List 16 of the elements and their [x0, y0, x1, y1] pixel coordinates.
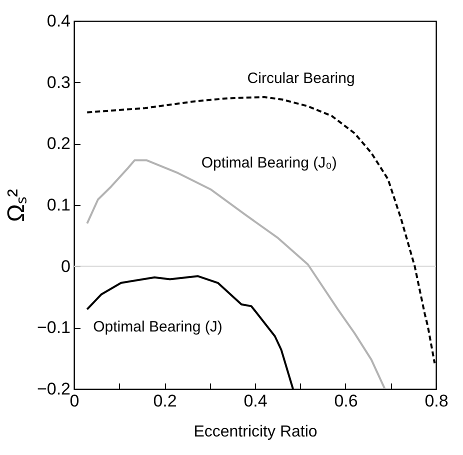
y-tick-label: 0: [61, 256, 70, 276]
y-tick-label: 0.4: [46, 12, 70, 30]
y-axis-title: Ωₛ²: [2, 189, 30, 222]
x-tick-label: 0.2: [153, 392, 177, 410]
series-label: Optimal Bearing (J): [93, 318, 222, 336]
y-tick-label: −0.2: [36, 380, 70, 398]
y-tick-label: 0.2: [46, 134, 70, 154]
y-tick-label: 0.1: [46, 196, 70, 214]
series-label: Circular Bearing: [247, 70, 355, 88]
series-label: Optimal Bearing (J₀): [201, 154, 337, 172]
x-tick-label: 0.6: [334, 392, 358, 410]
x-tick-label: 0.8: [424, 392, 448, 410]
x-tick-label: 0.4: [244, 392, 268, 410]
x-axis-title: Eccentricity Ratio: [194, 424, 318, 440]
y-tick-label: −0.1: [36, 318, 70, 338]
y-tick-label: 0.3: [46, 72, 70, 92]
